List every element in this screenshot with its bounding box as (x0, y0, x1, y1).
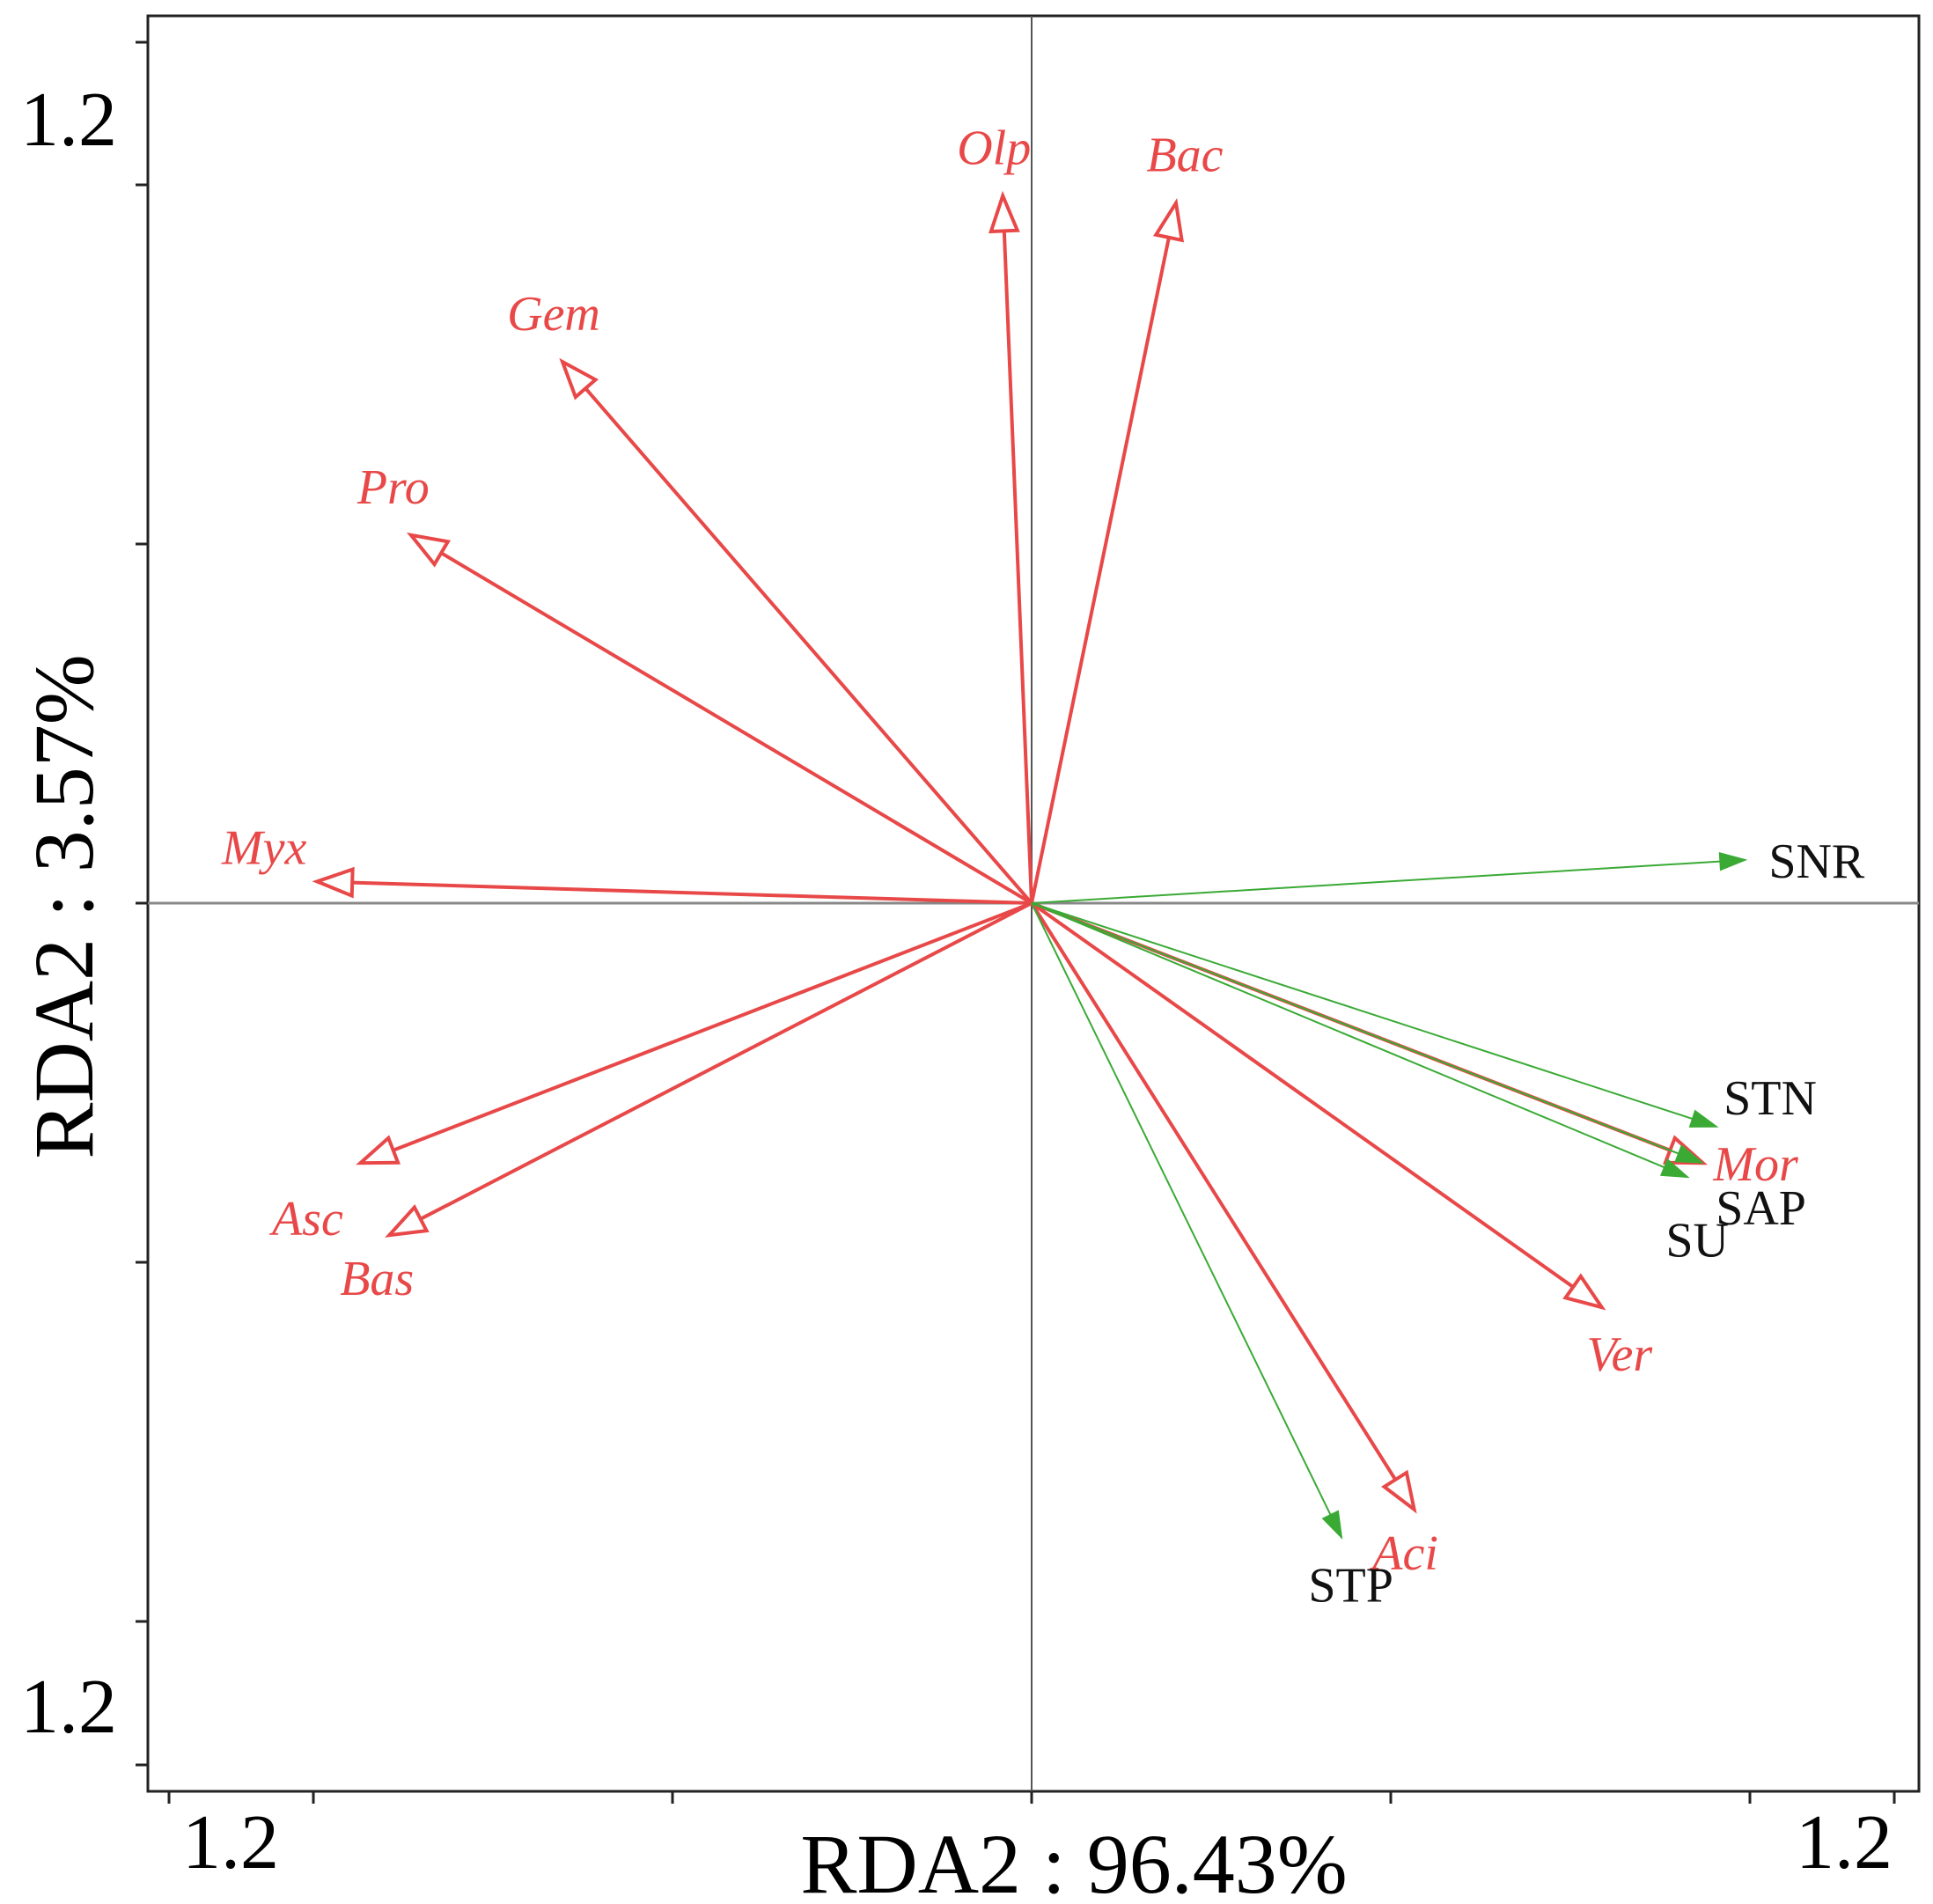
species-arrow-gem (584, 386, 1033, 905)
env-arrowhead-stn (1688, 1109, 1719, 1128)
species-label-gem: Gem (507, 287, 600, 342)
y-axis-title: RDA2 : 3.57% (17, 654, 111, 1158)
env-label-sap: SAP (1716, 1181, 1806, 1236)
species-arrow-pro (440, 551, 1033, 905)
species-arrowhead-myx (312, 866, 355, 899)
species-arrowhead-ver (1562, 1273, 1606, 1311)
species-arrowhead-bac (1153, 198, 1185, 243)
species-arrow-myx (352, 880, 1033, 905)
species-label-bas: Bas (340, 1252, 414, 1306)
species-arrowhead-asc (356, 1135, 401, 1165)
x-axis-title: RDA2 : 96.43% (800, 1817, 1347, 1904)
species-label-mor: Mor (1712, 1137, 1798, 1192)
env-arrowhead-stp (1321, 1510, 1343, 1540)
species-arrow-bas (419, 901, 1033, 1221)
env-label-su: SU (1665, 1214, 1729, 1268)
species-arrowhead-pro (406, 532, 452, 568)
env-label-stn: STN (1724, 1071, 1817, 1126)
env-label-snr: SNR (1768, 834, 1865, 889)
species-arrowhead-bas (385, 1204, 430, 1238)
x-tick-label-right: 1.2 (1796, 1800, 1893, 1886)
species-arrow-olp (1002, 231, 1033, 904)
x-tick-label-left: 1.2 (182, 1800, 279, 1886)
species-arrow-aci (1030, 901, 1397, 1481)
env-arrow-sap (1031, 902, 1679, 1155)
env-arrow-snr (1031, 860, 1720, 904)
env-arrowhead-snr (1718, 851, 1748, 871)
env-arrow-stn (1031, 902, 1693, 1120)
y-tick-label-bottom: 1.2 (20, 1665, 117, 1750)
env-arrowhead-sap (1674, 1144, 1705, 1164)
species-label-pro: Pro (356, 460, 430, 515)
species-label-myx: Myx (221, 820, 307, 875)
species-label-asc: Asc (268, 1192, 343, 1246)
species-arrow-bac (1030, 237, 1171, 904)
species-arrowhead-aci (1381, 1469, 1417, 1514)
species-arrowhead-olp (989, 190, 1020, 234)
y-tick-label-top: 1.2 (20, 77, 117, 163)
env-arrow-stp (1031, 902, 1332, 1516)
env-arrowhead-su (1659, 1158, 1690, 1179)
species-arrow-ver (1030, 901, 1575, 1289)
species-arrow-asc (392, 901, 1033, 1152)
species-label-aci: Aci (1369, 1526, 1438, 1581)
species-arrowhead-gem (559, 357, 599, 401)
env-arrow-su (1031, 902, 1665, 1168)
species-label-ver: Ver (1586, 1327, 1652, 1382)
species-label-bac: Bac (1146, 129, 1223, 183)
env-label-stp: STP (1308, 1559, 1393, 1614)
species-label-olp: Olp (957, 121, 1031, 175)
